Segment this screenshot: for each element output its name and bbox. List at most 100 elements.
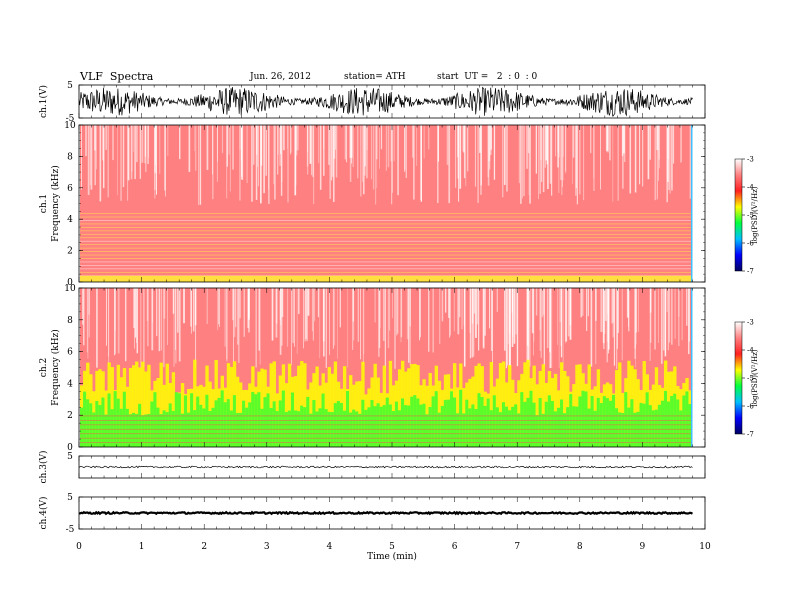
spectrogram-green <box>361 399 365 447</box>
spectrogram-streak <box>102 125 104 161</box>
spectrogram-yellow <box>303 363 307 447</box>
spectrogram-green <box>596 397 601 447</box>
spectrogram-streak <box>543 288 545 366</box>
spectrogram-green <box>104 414 108 447</box>
spectrogram-streak <box>106 288 107 346</box>
spectrogram-streak <box>319 288 321 359</box>
spectrogram-streak <box>122 125 125 188</box>
spectrogram-streak <box>560 125 562 180</box>
spectrogram-streak <box>333 125 335 202</box>
spectrogram-streak <box>131 125 133 172</box>
spectrogram-streak <box>672 125 675 164</box>
spectrogram-streak <box>311 125 313 176</box>
spectrogram-green <box>434 391 439 447</box>
spectrogram-streak <box>437 125 439 204</box>
spectrogram-streak <box>312 125 314 177</box>
spectrogram-streak <box>294 125 297 196</box>
spectrogram-green <box>544 401 549 447</box>
spectrogram-streak <box>323 288 325 357</box>
spectrogram-streak <box>162 288 165 368</box>
spectrogram-band <box>80 424 693 426</box>
spectrogram-streak <box>666 125 668 203</box>
spectrogram-streak <box>507 288 509 366</box>
spectrogram-streak <box>173 288 175 367</box>
spectrogram-green <box>113 391 117 447</box>
spectrogram-streak <box>565 125 567 174</box>
spectrogram-streak <box>198 125 200 206</box>
spectrogram-green <box>621 413 625 447</box>
spectrogram-green <box>193 410 197 447</box>
spectrogram-streak <box>217 288 219 331</box>
spectrogram-green <box>486 398 490 447</box>
spectrogram-streak <box>281 288 284 318</box>
spectrogram-streak <box>572 125 575 158</box>
spectrogram-streak <box>565 125 567 172</box>
spectrogram-streak <box>347 288 349 368</box>
spectrogram-streak <box>112 125 114 161</box>
spectrogram-streak <box>237 288 240 363</box>
spectrogram-green <box>526 397 530 447</box>
spectrogram-streak <box>621 125 624 157</box>
spectrogram-green <box>663 390 668 447</box>
spectrogram-streak <box>439 288 441 344</box>
spectrogram-streak <box>605 125 608 152</box>
spectrogram-green <box>627 407 631 447</box>
spectrogram-streak <box>560 288 563 358</box>
spectrogram-streak <box>280 125 282 155</box>
spectrogram-streak <box>82 288 84 325</box>
spectrogram-green <box>404 405 408 447</box>
spectrogram-streak <box>635 288 637 368</box>
spectrogram-streak <box>493 125 496 180</box>
y-tick-label: -5 <box>66 114 75 124</box>
spectrogram-green <box>318 408 322 447</box>
spectrogram-yellow <box>563 370 567 447</box>
spectrogram-streak <box>363 125 366 176</box>
spectrogram-yellow <box>171 372 176 447</box>
spectrogram-streak <box>467 125 469 172</box>
spectrogram-streak <box>86 288 88 353</box>
y-tick-label: 5 <box>67 81 73 91</box>
spectrogram-streak <box>311 288 313 332</box>
colorbar-tick-label: -7 <box>747 268 754 276</box>
spectrogram-band <box>80 442 693 444</box>
spectrogram-streak <box>522 125 523 199</box>
spectrogram-streak <box>391 125 393 205</box>
y-tick-label: 0 <box>67 278 73 288</box>
spectrogram-streak <box>408 288 410 363</box>
spectrogram-streak <box>229 125 231 192</box>
spectrogram-streak <box>478 288 480 351</box>
y-tick-label: 5 <box>67 493 73 503</box>
spectrogram-green <box>504 406 509 447</box>
spectrogram-streak <box>533 288 535 342</box>
spectrogram-streak <box>175 288 177 364</box>
spectrogram-yellow <box>349 375 353 447</box>
spectrogram-yellow <box>388 360 393 447</box>
spectrogram-streak <box>87 125 90 195</box>
x-tick-label: 4 <box>327 542 333 552</box>
spectrogram-streak <box>477 125 479 203</box>
spectrogram-green <box>611 394 616 447</box>
spectrogram-streak <box>668 288 671 343</box>
spectrogram-streak <box>290 125 292 153</box>
spectrogram-streak <box>488 125 491 162</box>
spectrogram-streak <box>667 125 669 160</box>
spectrogram-streak <box>529 125 531 204</box>
spectrogram-green <box>116 398 121 447</box>
spectrogram-streak <box>376 125 378 160</box>
spectrogram-streak <box>94 125 97 186</box>
spectrogram-yellow <box>553 373 558 447</box>
spectrogram-green <box>630 399 634 447</box>
spectrogram-streak <box>605 288 607 321</box>
spectrogram-yellow <box>260 368 264 447</box>
spectrogram-green <box>101 397 105 447</box>
spectrogram-green <box>437 412 442 447</box>
spectrogram-streak <box>378 288 381 349</box>
spectrogram-streak <box>667 288 669 351</box>
spectrogram-streak <box>571 125 573 184</box>
spectrogram-green <box>162 410 166 447</box>
spectrogram-streak <box>406 288 409 340</box>
spectrogram-streak <box>115 288 117 354</box>
spectrogram-streak <box>542 125 545 193</box>
spectrogram-streak <box>103 125 105 189</box>
